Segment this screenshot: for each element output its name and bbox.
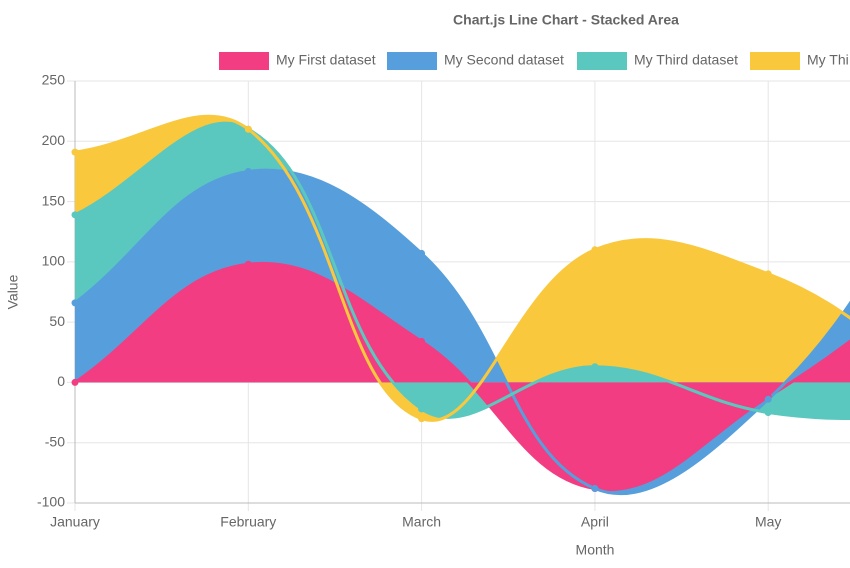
areas xyxy=(75,116,850,494)
legend-label: My Thi xyxy=(807,52,849,68)
points xyxy=(71,125,772,493)
y-tick-label: -50 xyxy=(45,433,65,449)
x-tick-label: April xyxy=(581,514,609,530)
legend: My First dataset My Second dataset My Thir… xyxy=(219,52,849,70)
point xyxy=(591,363,599,371)
y-tick-label: 250 xyxy=(42,72,66,88)
legend-swatch xyxy=(219,52,269,70)
x-tick-label: January xyxy=(50,514,100,530)
y-tick-label: 50 xyxy=(49,313,65,329)
point xyxy=(71,299,79,307)
point xyxy=(418,249,426,257)
x-tick-label: February xyxy=(220,514,276,530)
y-tick-label: 150 xyxy=(42,192,66,208)
legend-label: My Second dataset xyxy=(444,52,564,68)
point xyxy=(418,337,426,345)
x-axis-label: Month xyxy=(576,542,615,558)
y-tick-label: 0 xyxy=(57,373,65,389)
point xyxy=(764,395,772,403)
chart-title: Chart.js Line Chart - Stacked Area xyxy=(453,12,679,28)
point xyxy=(71,148,79,156)
y-tick-label: 200 xyxy=(42,132,66,148)
line xyxy=(75,168,850,496)
legend-label: My Third dataset xyxy=(634,52,738,68)
point xyxy=(764,409,772,417)
legend-swatch xyxy=(387,52,437,70)
point xyxy=(71,378,79,386)
y-tick-label: -100 xyxy=(37,494,65,510)
point xyxy=(244,125,252,133)
point xyxy=(591,246,599,254)
point xyxy=(764,270,772,278)
line xyxy=(75,261,850,492)
point xyxy=(591,485,599,493)
legend-swatch xyxy=(750,52,800,70)
point xyxy=(71,211,79,219)
x-tick-label: March xyxy=(402,514,441,530)
legend-swatch xyxy=(577,52,627,70)
y-axis-label: Value xyxy=(5,274,21,309)
point xyxy=(418,415,426,423)
legend-label: My First dataset xyxy=(276,52,376,68)
point xyxy=(244,167,252,175)
x-tick-label: May xyxy=(755,514,781,530)
line xyxy=(75,114,850,422)
point xyxy=(418,405,426,413)
y-tick-label: 100 xyxy=(42,253,66,269)
point xyxy=(244,260,252,268)
